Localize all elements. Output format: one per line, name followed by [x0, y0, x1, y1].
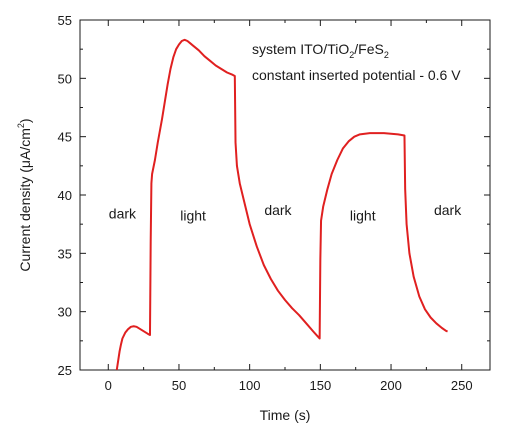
x-tick-label: 250 [451, 378, 473, 393]
x-axis-title: Time (s) [260, 407, 311, 423]
y-tick-label: 30 [58, 305, 72, 320]
phase-annotations: dark light dark light dark [109, 202, 462, 224]
y-axis-title: Current density (μA/cm2) [16, 118, 33, 271]
legend-system-label: system ITO/TiO2/FeS2 [252, 41, 389, 60]
x-tick-label: 50 [172, 378, 186, 393]
x-tick-label: 200 [380, 378, 402, 393]
y-tick-label: 25 [58, 363, 72, 378]
phase-label-light: light [180, 208, 206, 224]
y-tick-label: 40 [58, 188, 72, 203]
phase-label-dark: dark [264, 202, 292, 218]
x-tick-label: 100 [239, 378, 261, 393]
axis-ticks [80, 19, 490, 371]
y-tick-label: 45 [58, 130, 72, 145]
x-tick-label: 0 [105, 378, 112, 393]
y-tick-label: 35 [58, 246, 72, 261]
phase-label-dark: dark [109, 205, 137, 221]
x-tick-label: 150 [309, 378, 331, 393]
y-tick-label: 50 [58, 71, 72, 86]
legend-potential-label: constant inserted potential - 0.6 V [252, 67, 461, 83]
phase-label-light: light [350, 208, 376, 224]
y-tick-label: 55 [58, 13, 72, 28]
tick-labels: 0 50 100 150 200 250 25 30 35 40 45 50 55 [58, 13, 473, 393]
phase-label-dark: dark [434, 202, 462, 218]
current-density-line [115, 38, 448, 371]
